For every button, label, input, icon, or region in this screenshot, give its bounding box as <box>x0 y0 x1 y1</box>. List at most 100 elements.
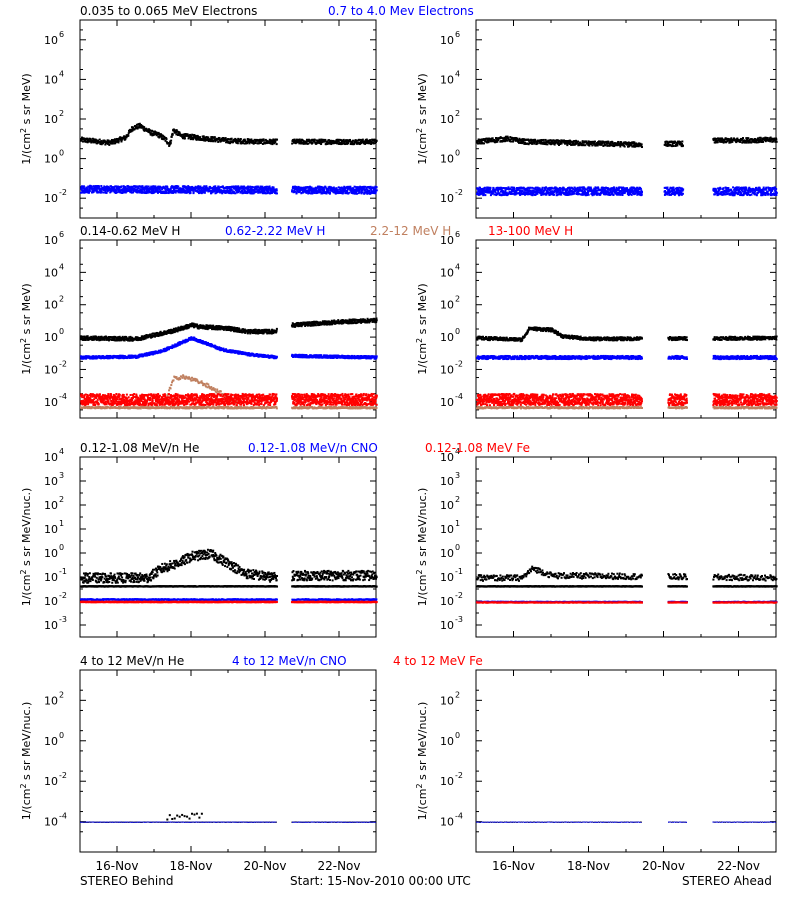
data-point <box>213 136 216 139</box>
data-point <box>320 186 323 189</box>
data-point <box>663 193 666 196</box>
data-point <box>87 138 90 141</box>
data-point <box>84 191 87 194</box>
data-point <box>271 143 274 146</box>
data-point <box>267 190 270 193</box>
data-point <box>314 190 317 193</box>
data-point <box>772 140 774 143</box>
data-point <box>206 187 209 190</box>
data-point <box>272 190 275 193</box>
data-point <box>141 335 144 338</box>
data-point <box>325 190 328 193</box>
data-point <box>358 189 361 192</box>
data-point <box>513 190 516 193</box>
data-point <box>127 132 130 135</box>
data-point <box>246 189 249 192</box>
data-point <box>197 135 200 138</box>
data-point <box>744 190 747 193</box>
data-point <box>218 186 221 189</box>
data-point <box>631 145 634 148</box>
data-point <box>311 142 314 145</box>
data-point <box>197 185 200 188</box>
data-point <box>129 335 132 338</box>
data-point <box>545 143 547 146</box>
data-point <box>620 190 623 193</box>
data-point <box>747 141 750 144</box>
y-tick-exponent: -2 <box>59 591 67 600</box>
data-point <box>566 188 569 191</box>
y-axis-label: 1/(cm2 s sr MeV/nuc.) <box>19 488 33 607</box>
data-point <box>269 141 272 144</box>
data-point <box>319 140 322 143</box>
data-point <box>171 133 174 136</box>
data-point <box>716 139 718 142</box>
data-point <box>259 186 262 189</box>
data-point <box>570 189 573 192</box>
data-point <box>234 140 237 143</box>
data-point <box>749 187 752 190</box>
data-point <box>106 189 109 192</box>
data-point <box>721 193 724 196</box>
data-point <box>489 186 492 189</box>
data-point <box>635 191 638 194</box>
y-tick-exponent: -2 <box>455 359 463 368</box>
data-point <box>101 188 104 191</box>
data-point <box>604 189 607 192</box>
data-point <box>110 190 113 193</box>
data-point <box>86 336 89 339</box>
data-point <box>108 143 111 146</box>
data-point <box>487 141 490 144</box>
data-point <box>145 128 148 131</box>
data-point <box>666 186 669 189</box>
data-point <box>601 186 604 189</box>
data-point <box>118 187 121 190</box>
data-point <box>361 189 364 192</box>
data-point <box>744 141 746 144</box>
data-point <box>293 189 296 192</box>
data-point <box>622 143 624 146</box>
y-tick-label: 10 <box>44 619 58 632</box>
data-point <box>255 188 258 191</box>
data-point <box>523 138 525 141</box>
data-point <box>249 190 252 193</box>
data-point <box>368 189 371 192</box>
data-point <box>726 140 729 143</box>
data-point <box>764 193 767 196</box>
data-point <box>505 138 508 141</box>
data-point <box>344 140 347 143</box>
data-point <box>533 142 536 145</box>
data-point <box>755 187 758 190</box>
data-point <box>564 190 567 193</box>
data-point <box>342 188 345 191</box>
data-point <box>507 187 510 190</box>
data-point <box>117 139 120 142</box>
data-point <box>228 185 231 188</box>
data-point <box>596 193 598 196</box>
data-point <box>606 190 609 193</box>
data-point <box>239 139 242 142</box>
data-point <box>143 334 146 337</box>
data-point <box>365 138 368 141</box>
data-point <box>719 187 722 190</box>
data-point <box>318 189 321 192</box>
data-point <box>553 193 556 196</box>
data-point <box>117 141 120 144</box>
legend-entry: 13-100 MeV H <box>488 224 573 238</box>
data-point <box>760 194 763 197</box>
data-point <box>676 143 679 146</box>
data-point <box>117 186 120 189</box>
data-point <box>617 142 620 145</box>
data-point <box>532 138 535 141</box>
data-point <box>99 191 102 194</box>
data-point <box>260 141 263 144</box>
data-point <box>102 191 105 194</box>
data-point <box>183 136 186 139</box>
data-point <box>295 138 298 141</box>
data-point <box>201 191 204 194</box>
data-point <box>308 190 311 193</box>
data-point <box>559 142 562 145</box>
data-point <box>130 189 133 192</box>
data-point <box>185 191 188 194</box>
data-point <box>190 137 193 140</box>
